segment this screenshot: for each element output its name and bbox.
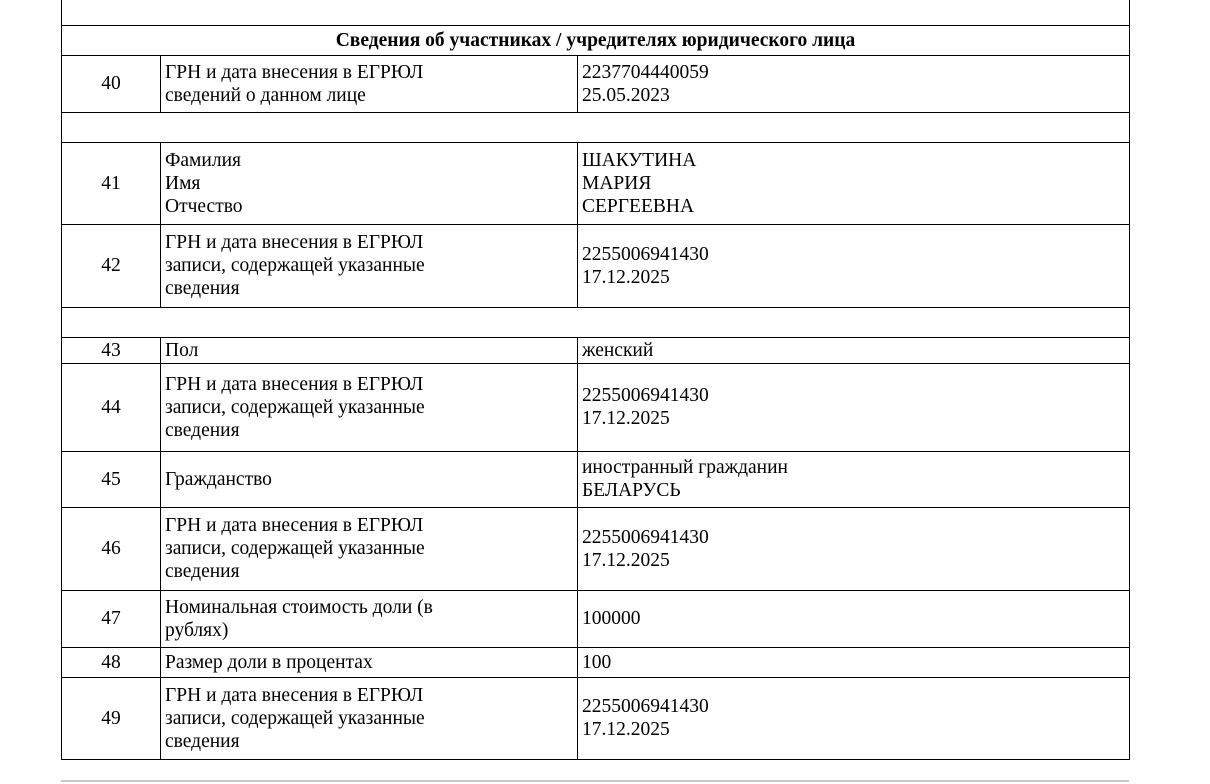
value-line: СЕРГЕЕВНА xyxy=(582,195,695,217)
label-line: ГРН и дата внесения в ЕГРЮЛ xyxy=(165,515,424,536)
value-line: 17.12.2025 xyxy=(582,266,670,288)
label-line: рублях) xyxy=(165,619,229,641)
row-label: ГРН и дата внесения в ЕГРЮЛ записи, содер… xyxy=(160,362,578,452)
value-line: 2255006941430 xyxy=(582,526,709,548)
label-line: сведения xyxy=(165,278,240,299)
section-title: Сведения об участниках / учредителях юри… xyxy=(61,24,1130,56)
value-line: БЕЛАРУСЬ xyxy=(582,480,681,501)
table-row: 40 ГРН и дата внесения в ЕГРЮЛ сведений о … xyxy=(61,54,1130,113)
label-line: ГРН и дата внесения в ЕГРЮЛ xyxy=(165,373,424,395)
label-line: сведения xyxy=(165,730,240,752)
value-line: 100 xyxy=(582,651,612,673)
row-label: ГРН и дата внесения в ЕГРЮЛ сведений о да… xyxy=(160,54,578,113)
row-label: Гражданство xyxy=(160,450,578,508)
label-line: записи, содержащей указанные xyxy=(165,538,425,559)
blank-row xyxy=(61,0,1130,26)
row-number: 43 xyxy=(61,336,161,364)
label-line: Гражданство xyxy=(165,468,272,490)
table-row: 46 ГРН и дата внесения в ЕГРЮЛ записи, сод… xyxy=(61,506,1130,591)
row-label: ГРН и дата внесения в ЕГРЮЛ записи, содер… xyxy=(160,223,578,308)
value-line: ШАКУТИНА xyxy=(582,149,697,171)
row-value: 2255006941430 17.12.2025 xyxy=(577,362,1130,452)
row-value: 2255006941430 17.12.2025 xyxy=(577,223,1130,308)
value-line: 17.12.2025 xyxy=(582,549,670,571)
value-line: женский xyxy=(582,339,654,361)
label-line: ГРН и дата внесения в ЕГРЮЛ xyxy=(165,232,424,253)
label-line: сведения xyxy=(165,561,240,582)
egrul-extract-table: Сведения об участниках / учредителях юри… xyxy=(61,0,1130,760)
row-label: ГРН и дата внесения в ЕГРЮЛ записи, содер… xyxy=(160,676,578,760)
row-number: 49 xyxy=(61,676,161,760)
table-row: 43 Пол женский xyxy=(61,336,1130,364)
table-row: 41 Фамилия Имя Отчество ШАКУТИНА МАРИЯ СЕРГЕЕВ… xyxy=(61,141,1130,225)
label-line: Отчество xyxy=(165,195,243,217)
section-header-row: Сведения об участниках / учредителях юри… xyxy=(61,24,1130,56)
label-line: Номинальная стоимость доли (в xyxy=(165,596,433,618)
label-line: сведения xyxy=(165,419,240,441)
table-row: 45 Гражданство иностранный гражданин БЕЛАРУ… xyxy=(61,450,1130,508)
row-value: иностранный гражданин БЕЛАРУСЬ xyxy=(577,450,1130,508)
row-value: женский xyxy=(577,336,1130,364)
label-line: записи, содержащей указанные xyxy=(165,396,425,418)
value-line: иностранный гражданин xyxy=(582,457,788,478)
row-number: 45 xyxy=(61,450,161,508)
blank-row xyxy=(61,306,1130,338)
row-number: 42 xyxy=(61,223,161,308)
value-line: МАРИЯ xyxy=(582,172,652,194)
row-label: Номинальная стоимость доли (в рублях) xyxy=(160,589,578,648)
row-label: Пол xyxy=(160,336,578,364)
value-line: 100000 xyxy=(582,608,641,629)
row-number: 44 xyxy=(61,362,161,452)
label-line: ГРН и дата внесения в ЕГРЮЛ xyxy=(165,61,424,83)
row-number: 47 xyxy=(61,589,161,648)
label-line: Имя xyxy=(165,172,201,194)
label-line: записи, содержащей указанные xyxy=(165,707,425,729)
row-value: 100 xyxy=(577,646,1130,678)
row-value: ШАКУТИНА МАРИЯ СЕРГЕЕВНА xyxy=(577,141,1130,225)
value-line: 25.05.2023 xyxy=(582,84,670,106)
row-number: 41 xyxy=(61,141,161,225)
value-line: 2255006941430 xyxy=(582,243,709,265)
value-line: 2237704440059 xyxy=(582,61,709,83)
row-label: Фамилия Имя Отчество xyxy=(160,141,578,225)
row-value: 2255006941430 17.12.2025 xyxy=(577,506,1130,591)
table-row: 47 Номинальная стоимость доли (в рублях) 10… xyxy=(61,589,1130,648)
row-label: ГРН и дата внесения в ЕГРЮЛ записи, содер… xyxy=(160,506,578,591)
value-line: 2255006941430 xyxy=(582,696,709,717)
row-number: 48 xyxy=(61,646,161,678)
blank-row xyxy=(61,111,1130,143)
label-line: записи, содержащей указанные xyxy=(165,255,425,276)
value-line: 2255006941430 xyxy=(582,385,709,406)
table-row: 42 ГРН и дата внесения в ЕГРЮЛ записи, сод… xyxy=(61,223,1130,308)
table-row: 49 ГРН и дата внесения в ЕГРЮЛ записи, сод… xyxy=(61,676,1130,760)
label-line: Пол xyxy=(165,339,199,361)
label-line: Размер доли в процентах xyxy=(165,651,373,673)
value-line: 17.12.2025 xyxy=(582,719,670,740)
row-value: 2237704440059 25.05.2023 xyxy=(577,54,1130,113)
row-label: Размер доли в процентах xyxy=(160,646,578,678)
label-line: сведений о данном лице xyxy=(165,84,366,106)
row-number: 40 xyxy=(61,54,161,113)
row-value: 2255006941430 17.12.2025 xyxy=(577,676,1130,760)
row-value: 100000 xyxy=(577,589,1130,648)
label-line: ГРН и дата внесения в ЕГРЮЛ xyxy=(165,684,424,706)
value-line: 17.12.2025 xyxy=(582,408,670,429)
table-row: 44 ГРН и дата внесения в ЕГРЮЛ записи, сод… xyxy=(61,362,1130,452)
row-number: 46 xyxy=(61,506,161,591)
divider xyxy=(61,780,1129,782)
label-line: Фамилия xyxy=(165,149,241,171)
table-row: 48 Размер доли в процентах 100 xyxy=(61,646,1130,678)
